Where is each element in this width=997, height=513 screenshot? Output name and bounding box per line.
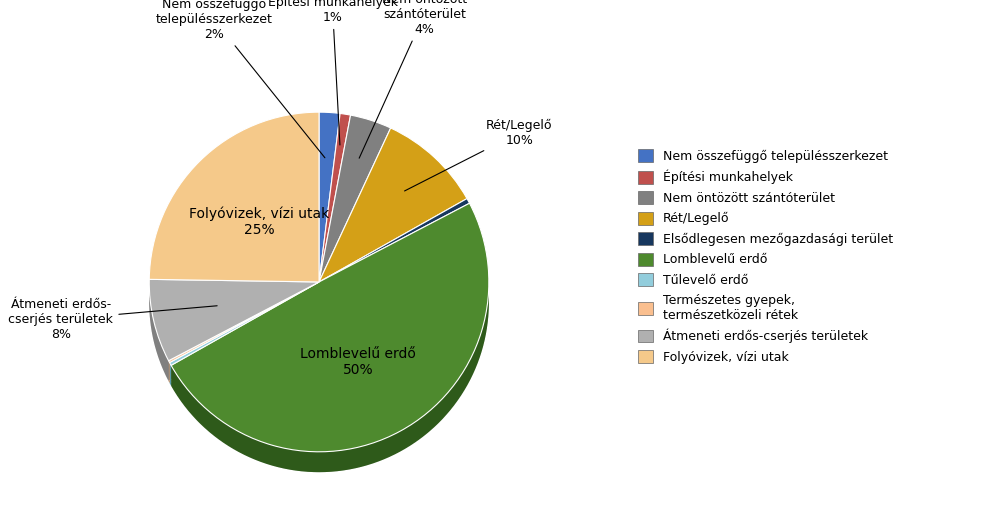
Text: Átmeneti erdős-
cserjés területek
8%: Átmeneti erdős- cserjés területek 8%	[9, 298, 217, 341]
Wedge shape	[150, 280, 319, 361]
Wedge shape	[168, 282, 319, 363]
Text: Lomblevelű erdő
50%: Lomblevelű erdő 50%	[300, 347, 416, 377]
Wedge shape	[319, 148, 467, 302]
Text: Nem összefüggő
településszerkezet
2%: Nem összefüggő településszerkezet 2%	[156, 0, 325, 158]
Wedge shape	[150, 112, 319, 282]
Legend: Nem összefüggő településszerkezet, Építési munkahelyek, Nem öntözött szántóterül: Nem összefüggő településszerkezet, Építé…	[632, 143, 899, 370]
Text: Építési munkahelyek
1%: Építési munkahelyek 1%	[267, 0, 398, 145]
Polygon shape	[169, 363, 171, 386]
Wedge shape	[169, 302, 319, 386]
Wedge shape	[319, 219, 470, 302]
Wedge shape	[319, 128, 467, 282]
Text: Nem öntözött
szántóterület
4%: Nem öntözött szántóterület 4%	[359, 0, 467, 158]
Wedge shape	[319, 199, 470, 282]
Wedge shape	[171, 203, 489, 452]
Wedge shape	[169, 282, 319, 365]
Wedge shape	[150, 132, 319, 302]
Text: Rét/Legelő
10%: Rét/Legelő 10%	[405, 119, 552, 191]
Wedge shape	[319, 113, 351, 282]
Wedge shape	[319, 115, 391, 282]
Wedge shape	[319, 132, 340, 302]
Polygon shape	[171, 284, 489, 472]
Wedge shape	[319, 134, 351, 302]
Wedge shape	[319, 112, 340, 282]
Wedge shape	[168, 302, 319, 383]
Wedge shape	[319, 135, 391, 302]
Wedge shape	[150, 300, 319, 381]
Polygon shape	[150, 286, 168, 381]
Text: Folyóvizek, vízi utak
25%: Folyóvizek, vízi utak 25%	[189, 206, 330, 237]
Wedge shape	[171, 224, 489, 472]
